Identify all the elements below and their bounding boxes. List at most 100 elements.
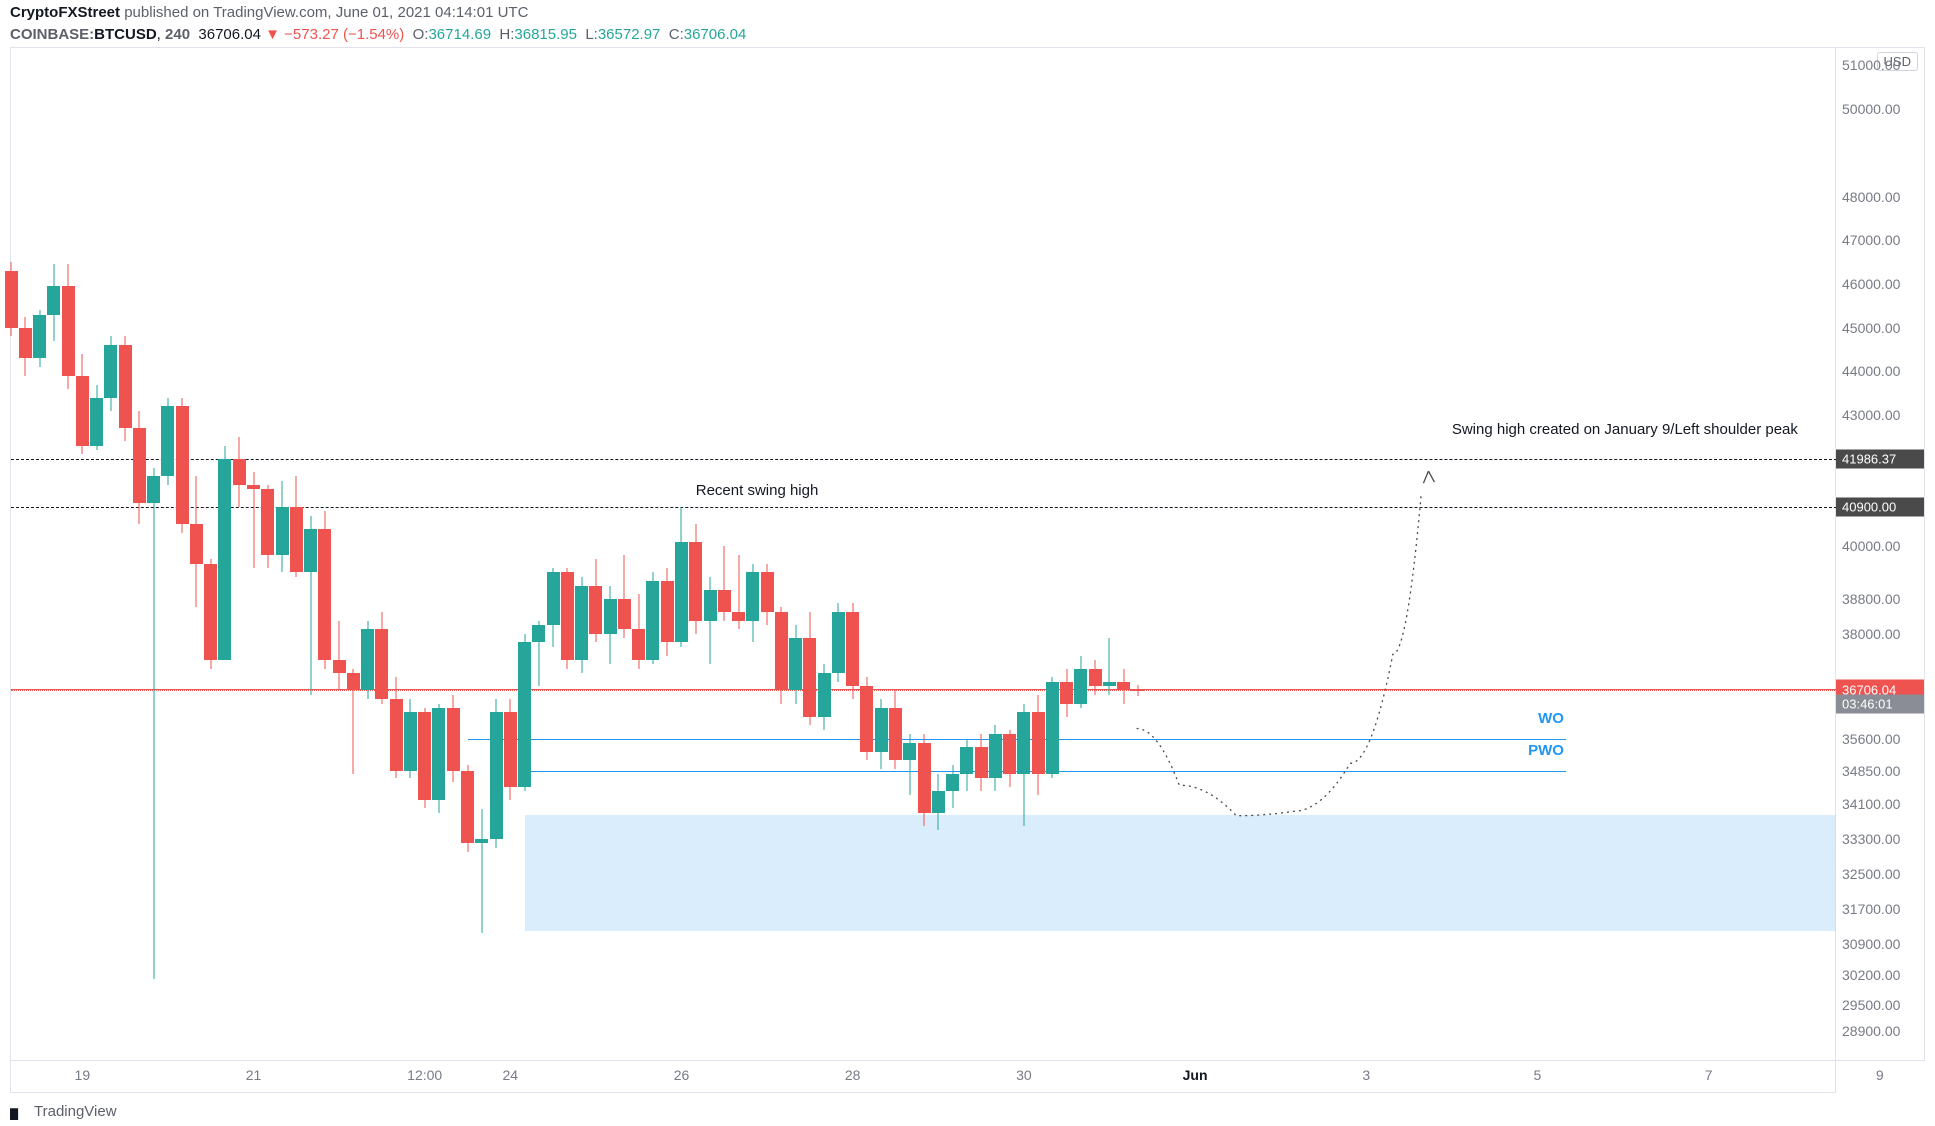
price-axis[interactable]: USD 51000.0050000.0048000.0047000.004600…: [1836, 47, 1925, 1061]
candle: [104, 48, 117, 1062]
time-axis[interactable]: 192112:0024262830Jun3579: [10, 1061, 1836, 1093]
candle: [247, 48, 260, 1062]
l-val: 36572.97: [598, 26, 661, 43]
candle: [261, 48, 274, 1062]
chart-pane[interactable]: Recent swing highSwing high created on J…: [10, 47, 1836, 1061]
y-tick: 35600.00: [1836, 731, 1924, 747]
published-word: published on: [124, 4, 209, 21]
candle: [618, 48, 631, 1062]
candle: [589, 48, 602, 1062]
label-pwo: PWO: [1528, 742, 1564, 759]
publish-header: CryptoFXStreet published on TradingView.…: [10, 4, 528, 21]
o-val: 36714.69: [428, 26, 491, 43]
label-wo: WO: [1538, 710, 1564, 727]
candle: [646, 48, 659, 1062]
x-tick: 5: [1534, 1067, 1542, 1083]
x-tick: 28: [845, 1067, 861, 1083]
ticker: BTCUSD: [94, 26, 157, 43]
y-tick: 30900.00: [1836, 936, 1924, 952]
candle: [860, 48, 873, 1062]
brand-label: TradingView: [34, 1103, 117, 1120]
candle: [918, 48, 931, 1062]
candle: [1089, 48, 1102, 1062]
candle: [233, 48, 246, 1062]
candle: [1131, 48, 1144, 1062]
x-tick: 30: [1016, 1067, 1032, 1083]
y-tick: 30200.00: [1836, 967, 1924, 983]
symbol-line: COINBASE:BTCUSD, 240 36706.04 ▼ −573.27 …: [10, 26, 746, 43]
candle: [504, 48, 517, 1062]
candle: [218, 48, 231, 1062]
candle: [475, 48, 488, 1062]
exchange: COINBASE:: [10, 26, 94, 43]
candle: [604, 48, 617, 1062]
candle: [1117, 48, 1130, 1062]
candle: [1103, 48, 1116, 1062]
candle: [704, 48, 717, 1062]
x-tick: 12:00: [407, 1067, 442, 1083]
timestamp: June 01, 2021 04:14:01 UTC: [336, 4, 529, 21]
candle: [1074, 48, 1087, 1062]
candle: [19, 48, 32, 1062]
price-tag: 03:46:01: [1836, 694, 1924, 713]
candle: [946, 48, 959, 1062]
y-tick: 28900.00: [1836, 1023, 1924, 1039]
x-tick: 19: [75, 1067, 91, 1083]
candle: [846, 48, 859, 1062]
candle: [975, 48, 988, 1062]
candle: [161, 48, 174, 1062]
candle: [375, 48, 388, 1062]
candle: [1046, 48, 1059, 1062]
candle: [875, 48, 888, 1062]
candle: [447, 48, 460, 1062]
y-tick: 38000.00: [1836, 626, 1924, 642]
author: CryptoFXStreet: [10, 4, 120, 21]
tradingview-logo-icon: [10, 1102, 28, 1120]
candle: [732, 48, 745, 1062]
change-abs: −573.27: [284, 26, 339, 43]
candle: [803, 48, 816, 1062]
y-tick: 48000.00: [1836, 189, 1924, 205]
candle: [789, 48, 802, 1062]
x-tick: 7: [1705, 1067, 1713, 1083]
l-label: L:: [585, 26, 598, 43]
y-tick: 47000.00: [1836, 232, 1924, 248]
candle: [176, 48, 189, 1062]
candle: [404, 48, 417, 1062]
candle: [632, 48, 645, 1062]
h-label: H:: [499, 26, 514, 43]
y-tick: 40000.00: [1836, 538, 1924, 554]
candle: [1017, 48, 1030, 1062]
candle: [661, 48, 674, 1062]
y-tick: 46000.00: [1836, 276, 1924, 292]
o-label: O:: [413, 26, 429, 43]
y-tick: 34100.00: [1836, 796, 1924, 812]
y-tick: 43000.00: [1836, 407, 1924, 423]
last-price: 36706.04: [198, 26, 261, 43]
candle: [390, 48, 403, 1062]
change-pct: (−1.54%): [343, 26, 404, 43]
x-tick: 24: [503, 1067, 519, 1083]
y-tick: 29500.00: [1836, 997, 1924, 1013]
candle: [746, 48, 759, 1062]
candle: [33, 48, 46, 1062]
candle: [818, 48, 831, 1062]
arrow-down-icon: ▼: [265, 26, 280, 43]
x-tick: 9: [1876, 1067, 1884, 1083]
y-tick: 50000.00: [1836, 101, 1924, 117]
candle: [76, 48, 89, 1062]
candle: [318, 48, 331, 1062]
candle: [361, 48, 374, 1062]
candle: [532, 48, 545, 1062]
candle: [675, 48, 688, 1062]
candle: [761, 48, 774, 1062]
y-tick: 34850.00: [1836, 763, 1924, 779]
candle: [718, 48, 731, 1062]
price-tag: 41986.37: [1836, 450, 1924, 469]
candle: [575, 48, 588, 1062]
y-tick: 38800.00: [1836, 591, 1924, 607]
x-tick: 21: [246, 1067, 262, 1083]
candle: [119, 48, 132, 1062]
x-tick: 3: [1362, 1067, 1370, 1083]
candle: [832, 48, 845, 1062]
